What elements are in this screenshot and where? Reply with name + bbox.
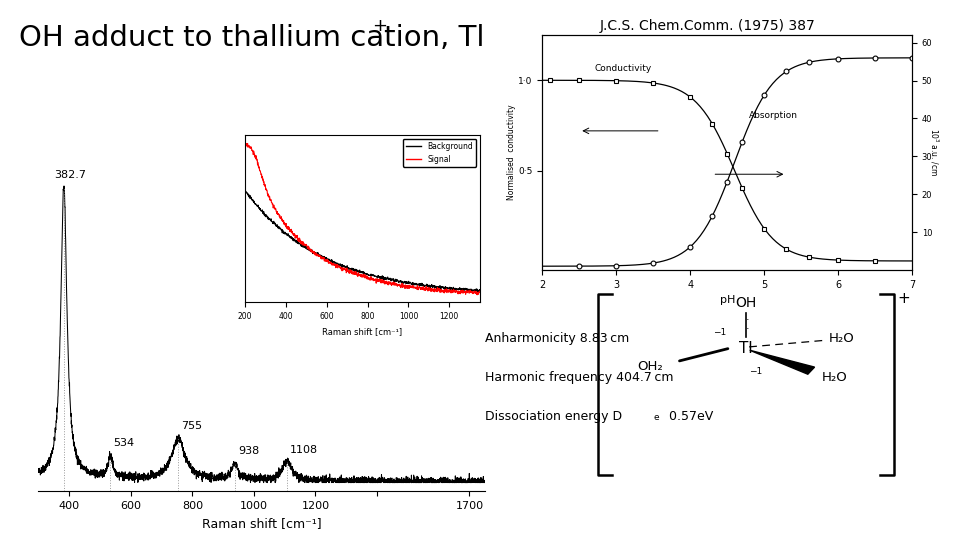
Text: J.C.S. Chem.Comm. (1975) 387: J.C.S. Chem.Comm. (1975) 387 — [600, 19, 816, 33]
Text: +: + — [898, 291, 910, 306]
Polygon shape — [750, 350, 815, 374]
Signal — [343, 268, 354, 274]
Line: Signal: Signal — [245, 143, 480, 295]
Signal — [239, 139, 251, 146]
Text: OH₂: OH₂ — [637, 360, 662, 373]
Signal — [334, 264, 346, 270]
Signal — [426, 286, 438, 293]
Text: 382.7: 382.7 — [55, 170, 86, 180]
Background — [400, 280, 412, 287]
Text: ·: · — [746, 315, 750, 325]
Text: −1: −1 — [749, 367, 762, 376]
Text: +: + — [372, 17, 388, 35]
Text: 0.57eV: 0.57eV — [665, 410, 713, 423]
X-axis label: Raman shift [cm⁻¹]: Raman shift [cm⁻¹] — [323, 327, 402, 336]
Line: Background: Background — [245, 190, 480, 292]
Text: 938: 938 — [238, 446, 259, 456]
Y-axis label: Normalised  conductivity: Normalised conductivity — [507, 105, 516, 200]
Signal — [474, 288, 486, 294]
Text: 1108: 1108 — [290, 444, 319, 455]
Background — [239, 186, 251, 193]
Background — [422, 284, 434, 290]
Signal — [422, 286, 434, 293]
Text: Harmonic frequency 404.7 cm: Harmonic frequency 404.7 cm — [485, 371, 673, 384]
Text: 755: 755 — [181, 421, 203, 431]
Text: H₂O: H₂O — [822, 371, 847, 384]
X-axis label: Raman shift [cm⁻¹]: Raman shift [cm⁻¹] — [202, 517, 322, 530]
Text: OH: OH — [735, 296, 756, 310]
Signal — [263, 193, 275, 199]
Signal — [400, 284, 412, 290]
Text: 534: 534 — [113, 437, 134, 448]
Background — [426, 283, 438, 289]
Text: H₂O: H₂O — [829, 333, 854, 346]
Signal — [471, 292, 483, 298]
Text: −1: −1 — [713, 328, 727, 338]
Text: e: e — [654, 413, 660, 422]
Text: Anharmonicity 8.83 cm: Anharmonicity 8.83 cm — [485, 332, 629, 345]
Legend: Background, Signal: Background, Signal — [403, 139, 476, 167]
Background — [343, 266, 354, 272]
Text: OH adduct to thallium cation, Tl: OH adduct to thallium cation, Tl — [19, 24, 485, 52]
Background — [263, 216, 275, 222]
Background — [334, 262, 346, 269]
Text: ·: · — [746, 323, 750, 334]
Text: Absorption: Absorption — [750, 111, 799, 120]
Text: Dissociation energy D: Dissociation energy D — [485, 410, 622, 423]
Y-axis label: 10$^3$ a.u. /cm: 10$^3$ a.u. /cm — [928, 129, 941, 177]
Text: Tl: Tl — [739, 341, 753, 356]
Background — [469, 289, 481, 295]
Background — [474, 287, 486, 293]
X-axis label: pH: pH — [719, 295, 735, 305]
Text: Conductivity: Conductivity — [594, 64, 652, 73]
